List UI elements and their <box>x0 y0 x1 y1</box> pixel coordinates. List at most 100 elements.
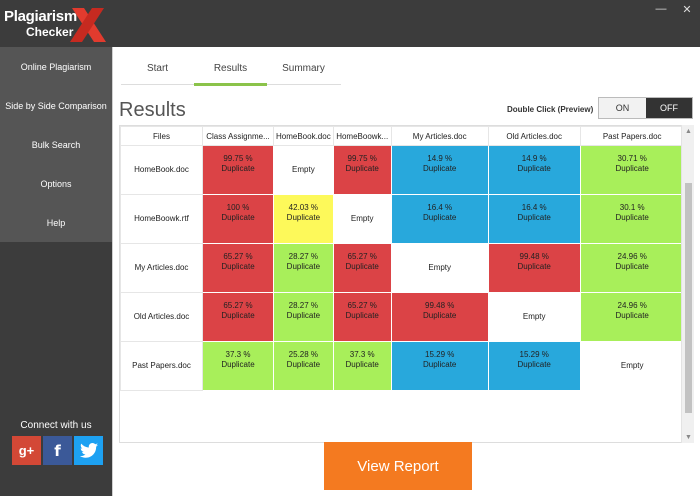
result-cell[interactable]: 99.75 % Duplicate <box>332 145 392 195</box>
match-status: Empty <box>292 165 315 174</box>
match-status: Duplicate <box>517 164 551 173</box>
table-row: Past Papers.doc 37.3 % Duplicate 25.28 % Dup… <box>120 341 685 391</box>
scroll-down-icon[interactable]: ▼ <box>685 433 692 441</box>
match-percent: 24.96 % <box>617 301 647 310</box>
tab-bar: Start Results Summary <box>121 57 341 86</box>
tab-results[interactable]: Results <box>194 57 267 86</box>
close-icon[interactable]: ✕ <box>682 3 692 16</box>
sidebar-item-help[interactable]: Help <box>46 217 66 228</box>
preview-toggle[interactable]: ON OFF <box>598 97 693 119</box>
match-percent: 99.75 % <box>347 154 377 163</box>
twitter-icon[interactable] <box>74 436 103 465</box>
table-header-row: Files Class Assignme... HomeBook.doc HomeBo… <box>120 126 685 146</box>
results-table: Files Class Assignme... HomeBook.doc HomeBo… <box>120 126 685 391</box>
result-cell[interactable]: 24.96 % Duplicate <box>579 243 685 293</box>
result-cell[interactable]: 42.03 % Duplicate <box>273 194 334 244</box>
result-cell[interactable]: 25.28 % Duplicate <box>273 341 334 391</box>
result-cell[interactable]: 99.75 % Duplicate <box>202 145 274 195</box>
result-cell[interactable]: Empty <box>390 243 489 293</box>
result-cell[interactable]: 24.96 % Duplicate <box>579 292 685 342</box>
social-links: g+ f <box>12 436 103 465</box>
double-click-label: Double Click (Preview) <box>507 105 594 114</box>
main-panel: Start Results Summary Results Double Cli… <box>112 47 700 496</box>
result-cell[interactable]: 65.27 % Duplicate <box>332 292 392 342</box>
result-cell[interactable]: 28.27 % Duplicate <box>273 292 334 342</box>
match-status: Duplicate <box>221 360 255 369</box>
match-status: Duplicate <box>615 262 649 271</box>
result-cell[interactable]: 100 % Duplicate <box>202 194 274 244</box>
result-cell[interactable]: 65.27 % Duplicate <box>202 292 274 342</box>
sidebar-item-bulk-search[interactable]: Bulk Search <box>31 139 81 150</box>
column-header[interactable]: HomeBook.doc <box>273 126 334 146</box>
match-status: Duplicate <box>345 262 379 271</box>
result-cell[interactable]: Empty <box>273 145 334 195</box>
result-cell[interactable]: 37.3 % Duplicate <box>332 341 392 391</box>
match-status: Duplicate <box>345 164 379 173</box>
table-row: HomeBoowk.rtf 100 % Duplicate 42.03 % Duplic… <box>120 194 685 244</box>
logo-x-mark <box>70 8 106 42</box>
app-logo: Plagiarism Checker <box>4 4 114 44</box>
sidebar: Online Plagiarism Side by Side Compariso… <box>0 47 112 496</box>
tab-summary[interactable]: Summary <box>282 63 325 74</box>
scroll-up-icon[interactable]: ▲ <box>685 127 692 135</box>
result-cell[interactable]: 28.27 % Duplicate <box>273 243 334 293</box>
column-header[interactable]: Files <box>120 126 203 146</box>
column-header[interactable]: HomeBoowk... <box>332 126 392 146</box>
result-cell[interactable]: 14.9 % Duplicate <box>390 145 489 195</box>
result-cell[interactable]: 99.48 % Duplicate <box>390 292 489 342</box>
match-percent: 28.27 % <box>288 301 319 310</box>
toggle-off-button[interactable]: OFF <box>645 98 692 118</box>
result-cell[interactable]: Empty <box>487 292 581 342</box>
result-cell[interactable]: 30.71 % Duplicate <box>579 145 685 195</box>
result-cell[interactable]: 37.3 % Duplicate <box>202 341 274 391</box>
match-percent: 65.27 % <box>223 252 253 261</box>
result-cell[interactable]: 65.27 % Duplicate <box>202 243 274 293</box>
match-percent: 30.1 % <box>619 203 645 212</box>
row-file-label: HomeBoowk.rtf <box>120 194 203 244</box>
google-plus-icon[interactable]: g+ <box>12 436 41 465</box>
match-status: Empty <box>522 312 546 321</box>
match-status: Duplicate <box>615 311 649 320</box>
vertical-scrollbar[interactable]: ▲ ▼ <box>681 125 694 443</box>
column-header[interactable]: Past Papers.doc <box>579 126 685 146</box>
tab-start[interactable]: Start <box>146 63 169 74</box>
result-cell[interactable]: 15.29 % Duplicate <box>487 341 581 391</box>
result-cell[interactable]: Empty <box>332 194 392 244</box>
page-title: Results <box>119 99 186 121</box>
match-status: Duplicate <box>345 311 379 320</box>
table-row: HomeBook.doc 99.75 % Duplicate Empty 99.75 %… <box>120 145 685 195</box>
result-cell[interactable]: 65.27 % Duplicate <box>332 243 392 293</box>
match-status: Duplicate <box>221 164 255 173</box>
sidebar-menu: Online Plagiarism Side by Side Compariso… <box>0 47 112 242</box>
column-header[interactable]: My Articles.doc <box>390 126 489 146</box>
result-cell[interactable]: 30.1 % Duplicate <box>579 194 685 244</box>
result-cell[interactable]: Empty <box>579 341 685 391</box>
match-status: Duplicate <box>221 213 255 222</box>
sidebar-item-options[interactable]: Options <box>40 178 72 189</box>
minimize-icon[interactable]: — <box>655 3 667 15</box>
scrollbar-thumb[interactable] <box>685 183 692 413</box>
match-status: Duplicate <box>615 164 649 173</box>
match-status: Duplicate <box>286 360 321 369</box>
column-header[interactable]: Class Assignme... <box>202 126 274 146</box>
column-header[interactable]: Old Articles.doc <box>487 126 581 146</box>
match-percent: 37.3 % <box>225 350 251 359</box>
match-percent: 14.9 % <box>521 154 547 163</box>
row-file-label: My Articles.doc <box>120 243 203 293</box>
facebook-icon[interactable]: f <box>43 436 72 465</box>
twitter-bird-glyph <box>79 443 98 458</box>
sidebar-item-online-plagiarism[interactable]: Online Plagiarism <box>20 61 92 72</box>
result-cell[interactable]: 16.4 % Duplicate <box>487 194 581 244</box>
match-percent: 37.3 % <box>349 350 375 359</box>
result-cell[interactable]: 99.48 % Duplicate <box>487 243 581 293</box>
result-cell[interactable]: 15.29 % Duplicate <box>390 341 489 391</box>
view-report-button[interactable]: View Report <box>324 442 472 490</box>
match-percent: 99.48 % <box>519 252 549 261</box>
sidebar-item-side-by-side[interactable]: Side by Side Comparison <box>5 100 107 111</box>
logo-line2: Checker <box>26 25 74 39</box>
match-status: Duplicate <box>286 311 321 320</box>
result-cell[interactable]: 14.9 % Duplicate <box>487 145 581 195</box>
results-grid: Files Class Assignme... HomeBook.doc HomeBo… <box>119 125 694 443</box>
result-cell[interactable]: 16.4 % Duplicate <box>390 194 489 244</box>
toggle-on-button[interactable]: ON <box>599 98 646 118</box>
